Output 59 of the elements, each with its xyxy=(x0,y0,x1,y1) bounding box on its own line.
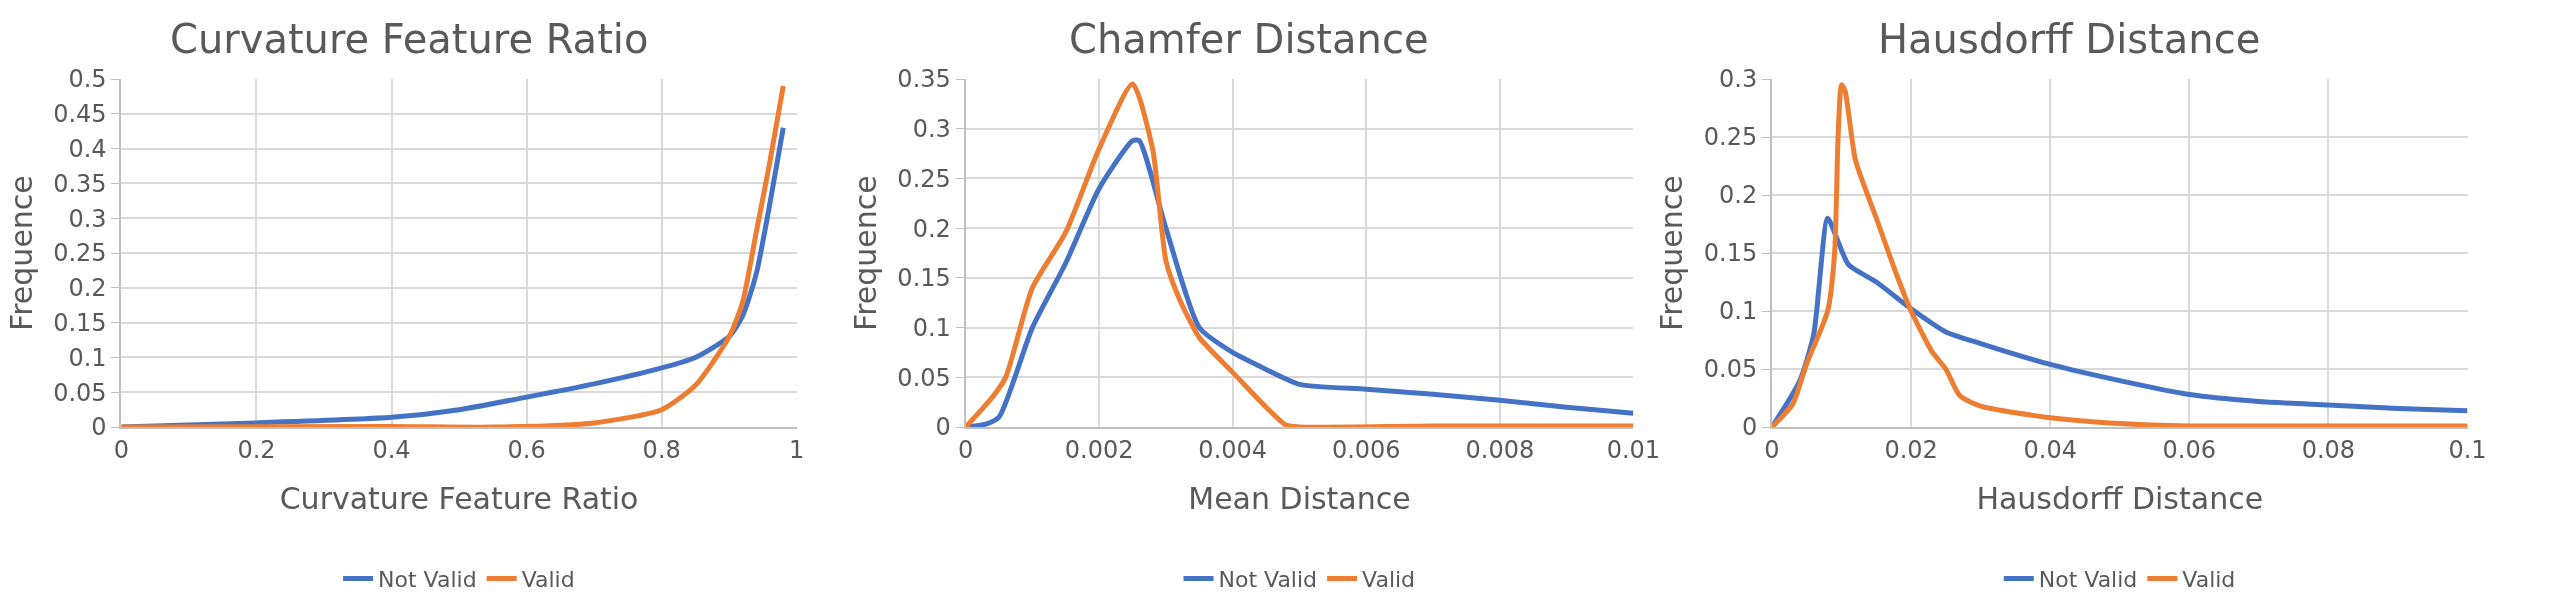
y-tick-label: 0.3 xyxy=(912,115,951,144)
x-tick-label: 0.06 xyxy=(2162,435,2217,464)
x-tick-label: 0.008 xyxy=(1465,435,1535,464)
y-tick-label: 0.2 xyxy=(68,274,107,303)
y-tick-label: 0.1 xyxy=(912,314,951,343)
y-tick-label: 0 xyxy=(935,413,951,442)
y-tick-label: 0 xyxy=(1741,413,1758,442)
y-tick-label: 0.25 xyxy=(53,239,107,268)
y-tick-label: 0.25 xyxy=(897,164,951,193)
y-tick-label: 0.35 xyxy=(897,65,951,94)
x-tick-label: 0 xyxy=(1764,435,1780,464)
x-tick-label: 0.02 xyxy=(1884,435,1938,464)
x-tick-label: 0.01 xyxy=(1606,435,1661,464)
y-tick-label: 0.25 xyxy=(1703,123,1758,152)
legend-label: Valid xyxy=(1362,567,1416,593)
y-tick-label: 0.05 xyxy=(53,378,107,407)
legend-label: Not Valid xyxy=(378,567,477,593)
legend-label: Valid xyxy=(521,567,575,593)
y-tick-label: 0.3 xyxy=(1719,65,1758,94)
y-tick-label: 0 xyxy=(91,413,107,442)
x-tick-label: 1 xyxy=(789,435,805,464)
y-tick-label: 0.15 xyxy=(1703,239,1758,268)
legend-label: Not Valid xyxy=(1218,567,1318,593)
chart-title: Hausdorff Distance xyxy=(1878,16,2261,62)
y-tick-label: 0.2 xyxy=(912,214,951,243)
y-tick-label: 0.05 xyxy=(1703,355,1758,384)
y-tick-label: 0.45 xyxy=(53,100,107,129)
x-tick-label: 0.006 xyxy=(1331,435,1401,464)
x-tick-label: 0.08 xyxy=(2301,435,2356,464)
y-tick-label: 0.4 xyxy=(68,135,107,164)
x-tick-label: 0.04 xyxy=(2023,435,2077,464)
y-axis-title: Frequence xyxy=(847,175,883,331)
x-tick-label: 0.4 xyxy=(372,435,411,464)
y-tick-label: 0.5 xyxy=(68,65,107,94)
y-tick-label: 0.1 xyxy=(68,343,107,372)
x-tick-label: 0 xyxy=(957,435,974,464)
x-axis-title: Mean Distance xyxy=(1188,480,1411,516)
y-tick-label: 0.15 xyxy=(53,309,107,338)
y-tick-label: 0.35 xyxy=(53,169,107,198)
x-tick-label: 0.004 xyxy=(1198,435,1268,464)
x-tick-label: 0.8 xyxy=(642,435,681,464)
y-tick-label: 0.05 xyxy=(897,363,951,392)
y-axis-title: Frequence xyxy=(3,175,39,331)
y-tick-label: 0.1 xyxy=(1719,297,1758,326)
y-tick-label: 0.15 xyxy=(897,264,951,293)
y-axis-title: Frequence xyxy=(1654,175,1690,331)
x-tick-label: 0 xyxy=(113,435,130,464)
x-tick-label: 0.2 xyxy=(237,435,276,464)
x-axis-title: Hausdorff Distance xyxy=(1976,480,2264,516)
legend-label: Not Valid xyxy=(2038,567,2138,593)
x-tick-label: 0.6 xyxy=(507,435,546,464)
x-tick-label: 0.002 xyxy=(1064,435,1134,464)
x-axis-title: Curvature Feature Ratio xyxy=(279,480,639,516)
y-tick-label: 0.2 xyxy=(1719,181,1758,210)
chart-title: Curvature Feature Ratio xyxy=(170,16,649,62)
x-tick-label: 0.1 xyxy=(2448,435,2487,464)
chart-title: Chamfer Distance xyxy=(1069,16,1429,62)
legend-label: Valid xyxy=(2182,567,2236,593)
y-tick-label: 0.3 xyxy=(68,204,107,233)
